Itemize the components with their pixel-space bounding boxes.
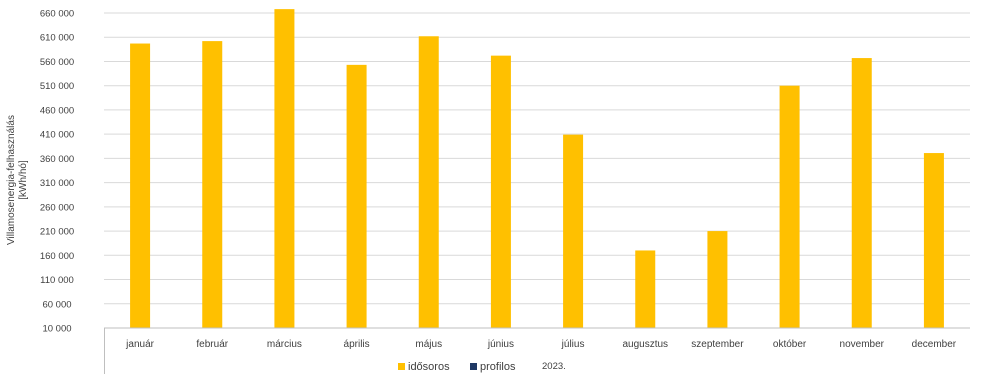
y-tick-label: 610 000 — [40, 33, 74, 44]
x-category-label: szeptember — [691, 339, 744, 350]
gridlines — [104, 12, 970, 305]
bar-június — [490, 55, 511, 329]
y-tick-label: 310 000 — [40, 178, 74, 189]
x-category-label: február — [196, 339, 228, 350]
y-axis-title: Villamosenergia-felhasználás[kWh/hó] — [6, 115, 29, 245]
x-category-label: június — [487, 339, 514, 350]
bar-április — [346, 64, 367, 328]
y-tick-label: 410 000 — [40, 130, 74, 141]
bar-szeptember — [707, 231, 728, 328]
y-tick-label: 210 000 — [40, 227, 74, 238]
group-label: 2023. — [542, 361, 566, 372]
bar-október — [779, 85, 800, 328]
x-category-label: december — [912, 339, 957, 350]
legend: idősoros profilos 2023. — [398, 361, 566, 373]
bars — [130, 9, 944, 329]
y-tick-label: 110 000 — [40, 275, 74, 286]
bar-február — [202, 41, 223, 328]
x-category-label: november — [840, 339, 885, 350]
y-tick-label: 260 000 — [40, 202, 74, 213]
x-axis-categories: január február március április május június jú… — [125, 339, 957, 350]
x-category-label: augusztus — [622, 339, 668, 350]
legend-label: profilos — [480, 361, 516, 373]
y-tick-label: 660 000 — [40, 9, 74, 20]
y-axis-label: Villamosenergia-felhasználás[kWh/hó] — [6, 115, 29, 245]
bar-augusztus — [635, 250, 656, 328]
x-category-label: október — [773, 339, 807, 350]
y-tick-label: 160 000 — [40, 251, 74, 262]
y-axis-title-line: [kWh/hó] — [18, 160, 29, 200]
axis-lines — [104, 327, 970, 374]
legend-swatch — [398, 363, 405, 370]
bar-december — [923, 153, 944, 328]
bar-január — [130, 43, 151, 329]
bar-május — [418, 36, 439, 329]
y-tick-label: 460 000 — [40, 105, 74, 116]
bar-november — [851, 58, 872, 329]
y-tick-label: 360 000 — [40, 154, 74, 165]
x-category-label: január — [125, 339, 154, 350]
x-category-label: március — [267, 339, 302, 350]
legend-swatch — [470, 363, 477, 370]
bar-július — [563, 134, 584, 328]
x-category-label: május — [415, 339, 442, 350]
y-axis-ticks: 10 000 60 000 110 000 160 000 210 000 260 000… — [40, 9, 74, 335]
bar-március — [274, 9, 295, 328]
legend-label: idősoros — [408, 361, 450, 373]
x-category-label: április — [344, 339, 370, 350]
x-category-label: július — [561, 339, 585, 350]
y-tick-label: 560 000 — [40, 57, 74, 68]
y-axis-title-line: Villamosenergia-felhasználás — [6, 115, 17, 245]
y-tick-label: 60 000 — [42, 299, 71, 310]
y-tick-label: 10 000 — [42, 324, 71, 335]
y-tick-label: 510 000 — [40, 81, 74, 92]
